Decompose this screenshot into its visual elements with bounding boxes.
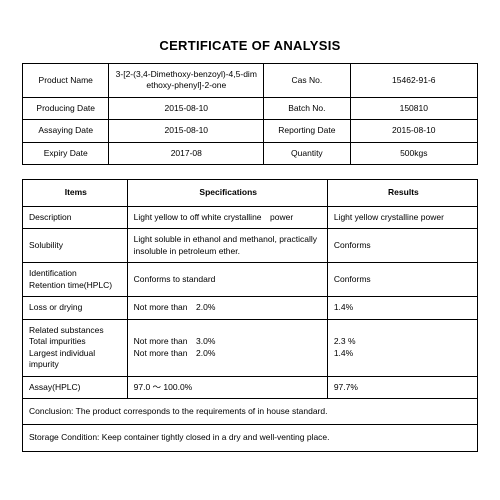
spec-cell: Not more than 2.0% bbox=[127, 297, 327, 319]
table-gap bbox=[22, 165, 478, 179]
result-cell: 2.3 %1.4% bbox=[327, 319, 477, 376]
header-label: Expiry Date bbox=[23, 142, 109, 164]
conclusion-text: Conclusion: The product corresponds to t… bbox=[23, 398, 478, 424]
spec-cell: Not more than 3.0%Not more than 2.0% bbox=[127, 319, 327, 376]
analysis-row: SolubilityLight soluble in ethanol and m… bbox=[23, 229, 478, 263]
col-items-header: Items bbox=[23, 180, 128, 206]
analysis-row: DescriptionLight yellow to off white cry… bbox=[23, 206, 478, 228]
header-value: 2017-08 bbox=[109, 142, 264, 164]
analysis-row: IdentificationRetention time(HPLC)Confor… bbox=[23, 263, 478, 297]
item-cell: IdentificationRetention time(HPLC) bbox=[23, 263, 128, 297]
header-row: Assaying Date2015-08-10Reporting Date201… bbox=[23, 120, 478, 142]
col-spec-header: Specifications bbox=[127, 180, 327, 206]
header-value: 500kgs bbox=[350, 142, 477, 164]
item-cell: Solubility bbox=[23, 229, 128, 263]
storage-row: Storage Condition: Keep container tightl… bbox=[23, 425, 478, 451]
result-cell: 97.7% bbox=[327, 376, 477, 398]
spec-cell: Light yellow to off white crystalline po… bbox=[127, 206, 327, 228]
item-cell: Description bbox=[23, 206, 128, 228]
header-value: 15462-91-6 bbox=[350, 64, 477, 98]
analysis-table: Items Specifications Results Description… bbox=[22, 179, 478, 452]
header-label: Assaying Date bbox=[23, 120, 109, 142]
analysis-row: Related substancesTotal impuritiesLarges… bbox=[23, 319, 478, 376]
header-row: Expiry Date2017-08Quantity500kgs bbox=[23, 142, 478, 164]
header-label: Cas No. bbox=[264, 64, 350, 98]
analysis-header-row: Items Specifications Results bbox=[23, 180, 478, 206]
certificate-page: CERTIFICATE OF ANALYSIS Product Name3-[2… bbox=[0, 0, 500, 474]
header-value: 2015-08-10 bbox=[350, 120, 477, 142]
header-value: 2015-08-10 bbox=[109, 97, 264, 119]
analysis-row: Assay(HPLC)97.0 ～ 100.0%97.7% bbox=[23, 376, 478, 398]
header-label: Producing Date bbox=[23, 97, 109, 119]
header-value: 150810 bbox=[350, 97, 477, 119]
col-results-header: Results bbox=[327, 180, 477, 206]
spec-cell: Light soluble in ethanol and methanol, p… bbox=[127, 229, 327, 263]
item-cell: Related substancesTotal impuritiesLarges… bbox=[23, 319, 128, 376]
result-cell: Conforms bbox=[327, 263, 477, 297]
header-label: Batch No. bbox=[264, 97, 350, 119]
item-cell: Assay(HPLC) bbox=[23, 376, 128, 398]
analysis-row: Loss or dryingNot more than 2.0%1.4% bbox=[23, 297, 478, 319]
item-cell: Loss or drying bbox=[23, 297, 128, 319]
storage-text: Storage Condition: Keep container tightl… bbox=[23, 425, 478, 451]
page-title: CERTIFICATE OF ANALYSIS bbox=[22, 38, 478, 53]
header-value: 2015-08-10 bbox=[109, 120, 264, 142]
conclusion-row: Conclusion: The product corresponds to t… bbox=[23, 398, 478, 424]
header-label: Product Name bbox=[23, 64, 109, 98]
spec-cell: Conforms to standard bbox=[127, 263, 327, 297]
header-row: Product Name3-[2-(3,4-Dimethoxy-benzoyl)… bbox=[23, 64, 478, 98]
result-cell: 1.4% bbox=[327, 297, 477, 319]
header-row: Producing Date2015-08-10Batch No.150810 bbox=[23, 97, 478, 119]
header-label: Quantity bbox=[264, 142, 350, 164]
header-value: 3-[2-(3,4-Dimethoxy-benzoyl)-4,5-dim eth… bbox=[109, 64, 264, 98]
spec-cell: 97.0 ～ 100.0% bbox=[127, 376, 327, 398]
result-cell: Conforms bbox=[327, 229, 477, 263]
header-table: Product Name3-[2-(3,4-Dimethoxy-benzoyl)… bbox=[22, 63, 478, 165]
header-label: Reporting Date bbox=[264, 120, 350, 142]
result-cell: Light yellow crystalline power bbox=[327, 206, 477, 228]
